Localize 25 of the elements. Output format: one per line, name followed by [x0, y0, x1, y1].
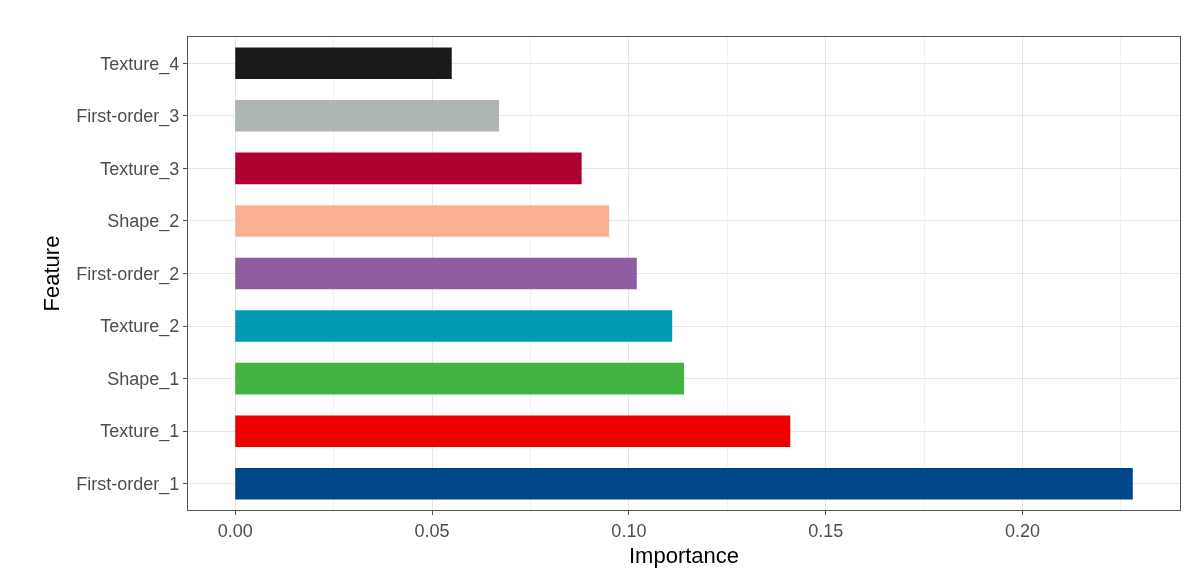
bar [235, 152, 582, 185]
x-tick-label: 0.05 [414, 520, 450, 541]
y-tick-label: First-order_2 [76, 263, 180, 285]
x-tick-label: 0.20 [1005, 520, 1041, 541]
bar [235, 310, 673, 342]
x-axis-title: Importance [628, 543, 740, 569]
y-tick-label: Shape_2 [107, 211, 180, 233]
y-tick-label: Texture_4 [100, 53, 180, 75]
bar [235, 257, 637, 290]
y-tick-label: First-order_3 [76, 106, 180, 128]
y-tick-label: Shape_1 [107, 368, 180, 390]
bar [235, 362, 684, 395]
bar [235, 47, 452, 80]
x-tick-label: 0.00 [217, 520, 253, 541]
y-axis-title: Feature [39, 235, 65, 312]
y-tick-label: Texture_1 [100, 421, 180, 443]
bar [235, 415, 791, 447]
bar [235, 205, 610, 237]
x-tick-label: 0.10 [611, 520, 647, 541]
x-tick-label: 0.15 [808, 520, 844, 541]
bar [235, 467, 1133, 500]
y-tick-label: Texture_2 [100, 316, 180, 338]
bar [235, 100, 499, 132]
y-tick-label: First-order_1 [76, 474, 180, 496]
y-tick-label: Texture_3 [100, 158, 180, 180]
